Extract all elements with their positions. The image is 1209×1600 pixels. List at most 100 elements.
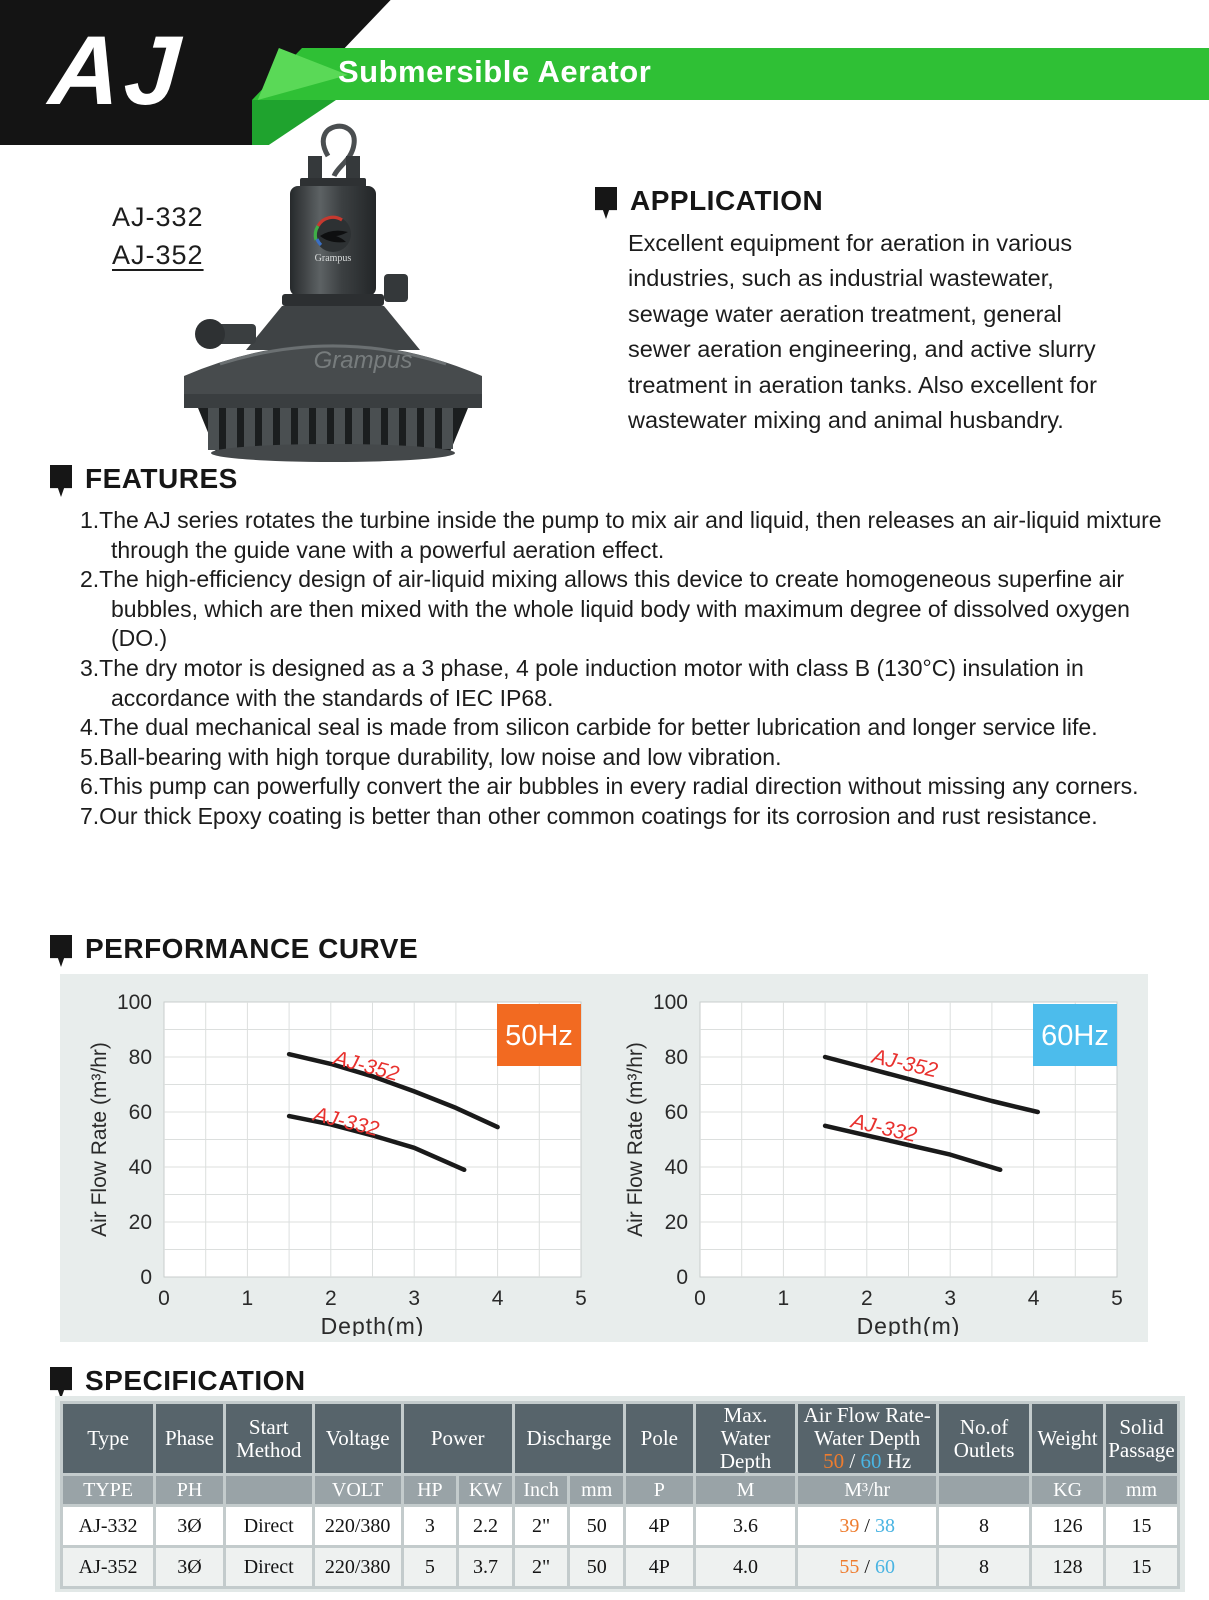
spec-cell: 3.6: [695, 1507, 796, 1545]
spec-unit-header: VOLT: [314, 1476, 401, 1504]
svg-text:80: 80: [129, 1046, 152, 1069]
spec-cell: AJ-332: [63, 1507, 154, 1545]
performance-panel: 0 20 40 60 80 100 0 1 2 3 4 5 Air Flow Rate (m³/hr) D…: [60, 974, 1148, 1342]
spec-col-header: Solid Passage: [1106, 1404, 1177, 1473]
spec-cell: 3Ø: [156, 1548, 223, 1586]
svg-text:Depth(m): Depth(m): [321, 1313, 425, 1336]
svg-text:2: 2: [861, 1287, 873, 1310]
spec-cell: 220/380: [314, 1507, 401, 1545]
svg-text:100: 100: [117, 991, 152, 1014]
spec-table: Type Phase Start Method Voltage Power Discharg…: [60, 1401, 1180, 1589]
svg-text:4: 4: [1028, 1287, 1040, 1310]
features-heading: FEATURES: [50, 464, 238, 498]
svg-text:Depth(m): Depth(m): [857, 1313, 961, 1336]
svg-text:Grampus: Grampus: [314, 347, 413, 374]
performance-title: PERFORMANCE CURVE: [85, 933, 419, 964]
product-image: Grampus Grampus: [184, 123, 482, 462]
spec-cell: 128: [1032, 1548, 1104, 1586]
spec-cell: 3Ø: [156, 1507, 223, 1545]
model-labels: AJ-332 AJ-352: [112, 198, 204, 274]
spec-cell: Direct: [225, 1507, 312, 1545]
spec-row: AJ-352 3Ø Direct 220/380 5 3.7 2" 50 4P 4.0 55 / 6…: [63, 1548, 1177, 1586]
application-heading: APPLICATION: [595, 186, 823, 220]
feature-item: 5.Ball-bearing with high torque durabili…: [80, 743, 782, 770]
curve-AJ-332: [286, 1113, 467, 1173]
spec-col-header: Voltage: [314, 1404, 401, 1473]
svg-text:80: 80: [665, 1046, 688, 1069]
spec-col-header: Max. Water Depth: [695, 1404, 796, 1473]
spec-col-header: Weight: [1032, 1404, 1104, 1473]
performance-chart: 0 20 40 60 80 100 0 1 2 3 4 5 Air Flow Rate (m³/hr) D…: [624, 991, 1123, 1339]
svg-text:0: 0: [140, 1266, 152, 1289]
spec-cell: 39 / 38: [798, 1507, 936, 1545]
spec-cell: 2": [514, 1548, 568, 1586]
curve-AJ-332: [822, 1123, 1003, 1173]
spec-cell: 4P: [626, 1507, 693, 1545]
spec-col-header: No.of Outlets: [938, 1404, 1030, 1473]
bookmark-icon: [595, 187, 617, 220]
specification-title: SPECIFICATION: [85, 1365, 306, 1396]
svg-text:Air Flow Rate (m³/hr): Air Flow Rate (m³/hr): [88, 1042, 111, 1237]
svg-text:20: 20: [665, 1211, 688, 1234]
frequency-badge: [1033, 1004, 1117, 1066]
spec-cell: 220/380: [314, 1548, 401, 1586]
feature-item: 6.This pump can powerfully convert the a…: [80, 773, 1139, 800]
spec-cell: 8: [938, 1548, 1030, 1586]
spec-cell: 126: [1032, 1507, 1104, 1545]
spec-unit-header: [938, 1476, 1030, 1504]
spec-col-header: Power: [403, 1404, 512, 1473]
svg-text:5: 5: [575, 1287, 587, 1310]
spec-unit-header: P: [626, 1476, 693, 1504]
spec-col-header: Type: [63, 1404, 154, 1473]
bookmark-icon: [50, 465, 72, 498]
spec-cell: 2.2: [459, 1507, 512, 1545]
spec-unit-header: [225, 1476, 312, 1504]
spec-cell: AJ-352: [63, 1548, 154, 1586]
spec-cell: 50: [570, 1548, 624, 1586]
frequency-badge: [497, 1004, 581, 1066]
svg-text:0: 0: [676, 1266, 688, 1289]
svg-text:2: 2: [325, 1287, 337, 1310]
svg-text:60Hz: 60Hz: [1041, 1020, 1109, 1052]
model-label-aj332: AJ-332: [112, 202, 204, 232]
svg-text:Grampus: Grampus: [315, 253, 352, 264]
spec-cell: 4P: [626, 1548, 693, 1586]
svg-text:50Hz: 50Hz: [505, 1020, 573, 1052]
spec-unit-header: mm: [570, 1476, 624, 1504]
model-label-aj352: AJ-352: [112, 240, 204, 270]
specification-heading: SPECIFICATION: [50, 1366, 306, 1400]
svg-text:4: 4: [492, 1287, 504, 1310]
svg-text:5: 5: [1111, 1287, 1123, 1310]
performance-heading: PERFORMANCE CURVE: [50, 934, 418, 968]
feature-item: 3.The dry motor is designed as a 3 phase…: [80, 654, 1084, 711]
svg-text:100: 100: [653, 991, 688, 1014]
spec-col-header: Air Flow Rate- Water Depth 50 / 60 Hz: [798, 1404, 936, 1473]
page-title: Submersible Aerator: [338, 54, 652, 89]
svg-text:40: 40: [665, 1156, 688, 1179]
svg-text:0: 0: [158, 1287, 170, 1310]
spec-unit-header: HP: [403, 1476, 457, 1504]
spec-unit-header: PH: [156, 1476, 223, 1504]
curve-AJ-352: [286, 1051, 500, 1130]
spec-cell: 15: [1106, 1507, 1177, 1545]
svg-text:40: 40: [129, 1156, 152, 1179]
spec-col-header: Start Method: [225, 1404, 312, 1473]
spec-col-header: Discharge: [514, 1404, 624, 1473]
svg-text:60: 60: [129, 1101, 152, 1124]
features-title: FEATURES: [85, 463, 238, 494]
feature-item: 4.The dual mechanical seal is made from …: [80, 714, 1098, 741]
pump-dome: [184, 344, 482, 394]
feature-item: 2.The high-efficiency design of air-liqu…: [80, 566, 1130, 652]
spec-cell: 15: [1106, 1548, 1177, 1586]
svg-text:0: 0: [694, 1287, 706, 1310]
spec-unit-header: KG: [1032, 1476, 1104, 1504]
spec-cell: 3: [403, 1507, 457, 1545]
bookmark-icon: [50, 935, 72, 968]
spec-col-header: Pole: [626, 1404, 693, 1473]
svg-text:20: 20: [129, 1211, 152, 1234]
spec-unit-header: KW: [459, 1476, 512, 1504]
chart-60hz: 0 20 40 60 80 100 0 1 2 3 4 5 Air Flow Rate (m³/hr) D…: [612, 980, 1132, 1339]
spec-cell: 8: [938, 1507, 1030, 1545]
svg-text:3: 3: [944, 1287, 956, 1310]
